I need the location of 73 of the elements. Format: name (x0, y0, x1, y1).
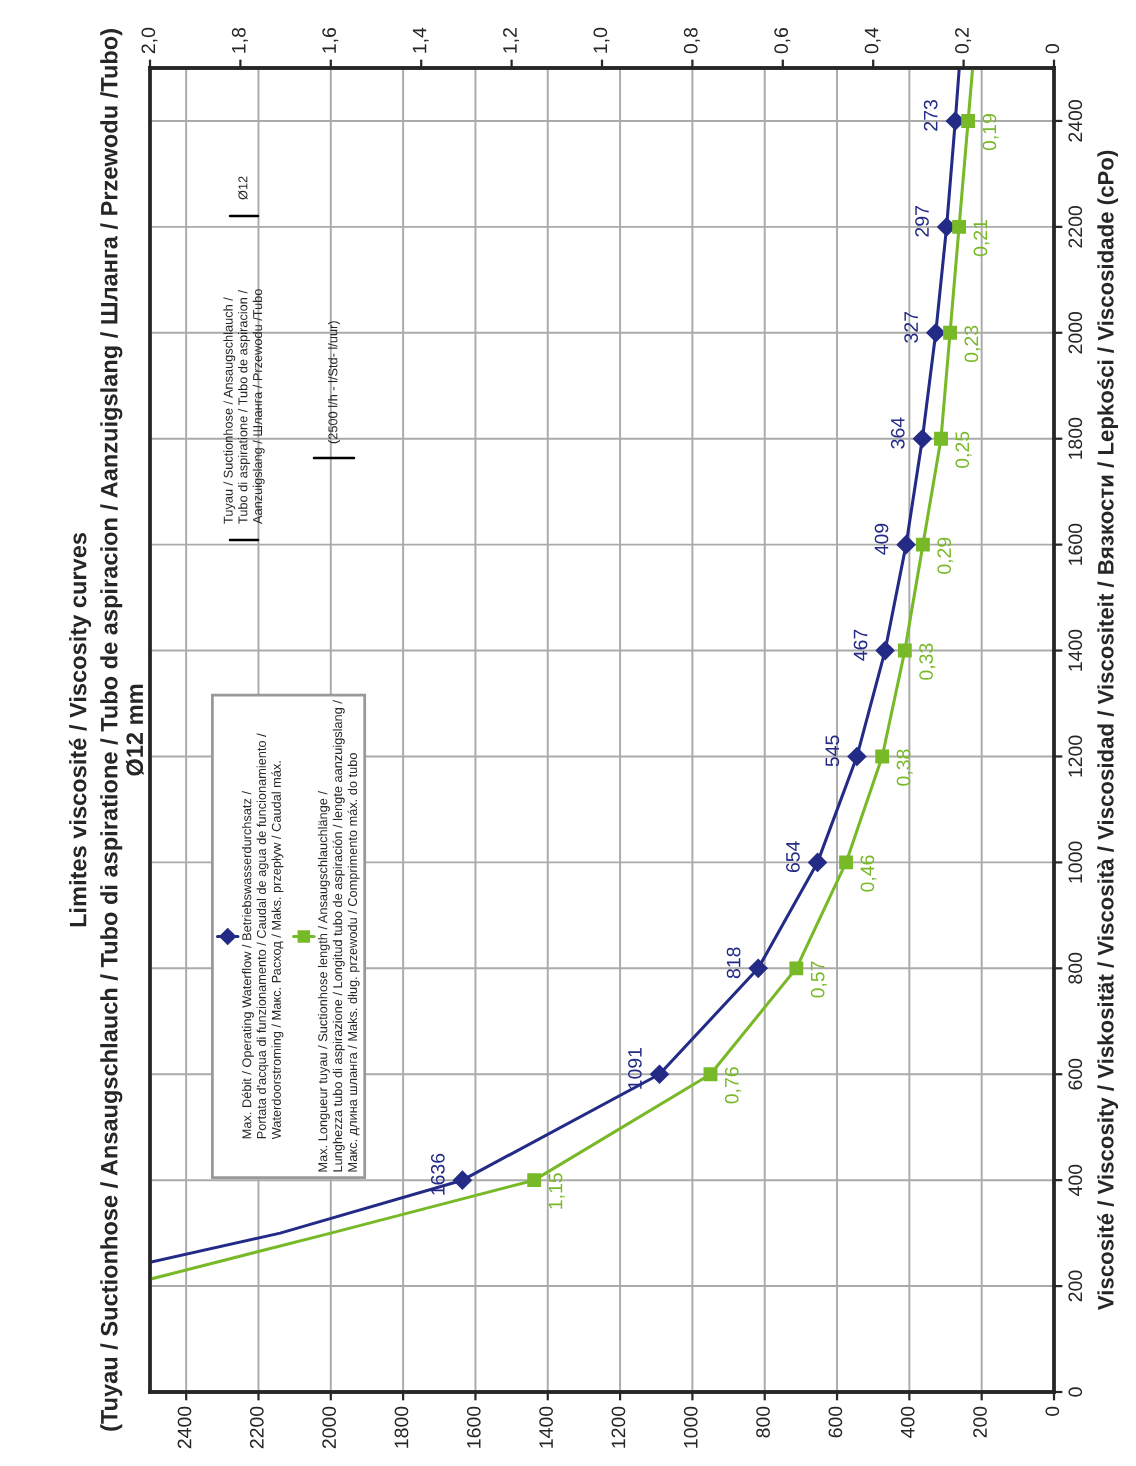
y-tick-label: 400 (1068, 1164, 1083, 1196)
y-tick-label: 2200 (1068, 206, 1083, 248)
data-label: 545 (825, 735, 840, 767)
data-label: 654 (786, 841, 800, 873)
data-label: 1,15 (548, 1173, 565, 1209)
x-tick-label: 2000 (322, 1406, 337, 1449)
x-tick-label: 400 (900, 1406, 915, 1438)
x2-tick-label: 1,6 (322, 27, 339, 53)
point (952, 219, 967, 234)
x2-tick-label: 1,8 (231, 27, 248, 53)
point (943, 325, 957, 340)
text: (Tuyau / Suctionhose / Ansaugschlauch / Tubo di aspiratione / Tubo de aspiracion / Aanzuigslang / Шланга / Przewodu /Tubo) Ø12 mm (100, 29, 144, 1431)
x-tick-label: 1600 (466, 1406, 481, 1448)
data-label: 1636 (430, 1153, 445, 1195)
data-label: 0,21 (973, 220, 990, 257)
data-label: 1091 (627, 1048, 642, 1089)
data-label: 0,19 (982, 114, 999, 151)
data-label: 0,38 (896, 749, 913, 786)
x-tick-label: 0 (1045, 1406, 1060, 1416)
text: Limites viscosité / Viscosity curves (68, 532, 92, 927)
y-tick-label: 600 (1068, 1058, 1083, 1090)
x2-tick-label: 2,0 (141, 27, 158, 54)
y-tick-label: 1400 (1068, 629, 1083, 671)
data-label: 327 (904, 312, 919, 343)
x2-tick-label: 0,8 (683, 27, 700, 54)
point (961, 114, 976, 128)
data-label: 409 (874, 523, 889, 555)
point (915, 537, 930, 552)
point (527, 1173, 542, 1188)
data-label: 0,33 (919, 643, 936, 680)
y-tick-label: 2000 (1068, 311, 1083, 354)
y-tick-label: 0 (1068, 1387, 1083, 1397)
x-tick-label: 800 (756, 1406, 770, 1438)
y-tick-label: 1800 (1068, 417, 1083, 459)
data-label: 0,57 (810, 961, 827, 998)
data-label: 818 (726, 947, 741, 979)
x2-tick-label: 1,2 (503, 28, 520, 53)
x-tick-label: 2200 (249, 1406, 264, 1449)
x2-tick-label: 0 (1045, 44, 1060, 54)
x2-tick-label: 1,4 (412, 27, 429, 53)
point (934, 431, 948, 446)
data-label: 0,46 (860, 855, 877, 892)
point (789, 961, 804, 976)
x-tick-label: 1200 (611, 1406, 626, 1448)
y-tick-label: 200 (1068, 1270, 1083, 1302)
x-tick-label: 600 (828, 1406, 843, 1438)
data-label: 0,23 (964, 325, 981, 363)
point (875, 749, 890, 764)
data-label: 297 (915, 206, 929, 237)
x-tick-label: 1800 (394, 1406, 409, 1448)
x2-tick-label: 1,0 (593, 27, 610, 53)
x-tick-label: 1400 (539, 1406, 553, 1448)
point (839, 855, 854, 870)
y-tick-label: 800 (1068, 952, 1083, 984)
data-label: 0,76 (724, 1067, 741, 1104)
x2-tick-label: 0,4 (864, 27, 881, 54)
y-tick-label: 1200 (1068, 735, 1083, 777)
y-axis-title: Viscosité / Viscosity / Viskosität / Viscosità / Viscosidad / Viscositeit / Вязкости / Lepkości / Viscosidade (cPo) (1097, 150, 1119, 1311)
x2-tick-label: 0,2 (955, 28, 972, 54)
data-label: 0,25 (955, 431, 972, 468)
data-label: 364 (890, 417, 905, 449)
y-tick-label: 1600 (1068, 523, 1083, 565)
data-label: 467 (853, 629, 868, 661)
point (897, 643, 912, 658)
data-label: 0,29 (937, 537, 954, 574)
x-tick-label: 2400 (177, 1406, 192, 1449)
x-tick-label: 1000 (683, 1406, 698, 1448)
x2-tick-label: 0,6 (774, 27, 791, 54)
x-tick-label: 200 (973, 1406, 987, 1438)
point (703, 1067, 718, 1082)
y-tick-label: 1000 (1068, 841, 1083, 883)
y-tick-label: 2400 (1068, 100, 1083, 142)
data-label: 273 (923, 100, 938, 131)
